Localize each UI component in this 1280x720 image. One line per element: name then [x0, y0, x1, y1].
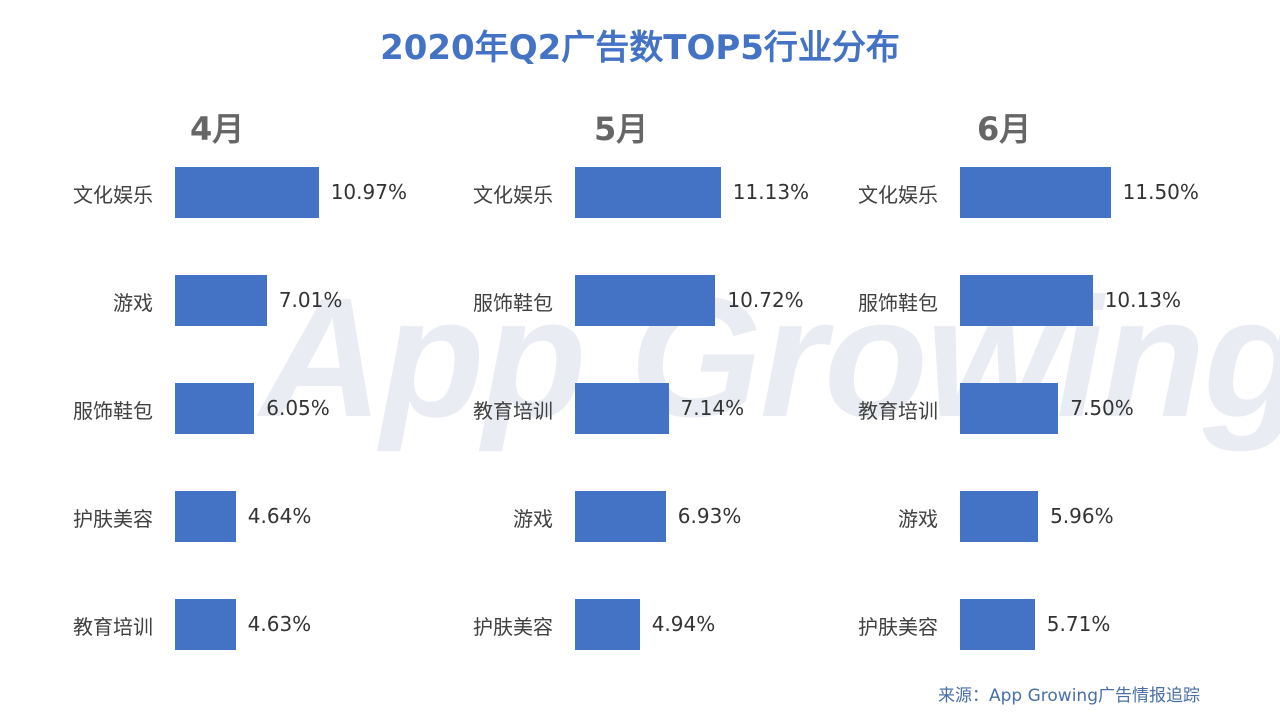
- bar: [175, 275, 267, 326]
- bar: [575, 491, 666, 542]
- data-label: 10.97%: [330, 180, 407, 204]
- data-label: 5.71%: [1046, 612, 1111, 636]
- chart-title: 2020年Q2广告数TOP5行业分布: [380, 28, 900, 68]
- category-label: 文化娱乐: [858, 183, 938, 207]
- category-label: 服饰鞋包: [473, 291, 553, 315]
- category-label: 教育培训: [858, 399, 938, 423]
- bar: [960, 383, 1059, 434]
- category-label: 游戏: [113, 291, 153, 315]
- bar: [175, 167, 319, 218]
- bar: [175, 599, 236, 650]
- data-label: 6.93%: [677, 504, 742, 528]
- category-label: 服饰鞋包: [73, 399, 153, 423]
- category-label: 护肤美容: [858, 615, 938, 639]
- data-label: 6.05%: [266, 396, 330, 420]
- category-label: 护肤美容: [73, 507, 153, 531]
- category-label: 文化娱乐: [473, 183, 553, 207]
- data-label: 10.13%: [1104, 288, 1181, 312]
- bar: [575, 599, 640, 650]
- panel-june: 6月 文化娱乐 11.50% 服饰鞋包 10.13% 教育培训 7.50% 游戏 5.96% 护…: [845, 100, 1245, 660]
- panel-title: 5月: [594, 110, 649, 148]
- bar: [960, 275, 1093, 326]
- bar: [575, 167, 721, 218]
- data-label: 5.96%: [1050, 504, 1114, 528]
- data-label: 4.94%: [651, 612, 716, 636]
- panel-title: 6月: [977, 110, 1032, 148]
- data-label: 7.50%: [1070, 396, 1134, 420]
- data-label: 7.01%: [278, 288, 343, 312]
- category-label: 游戏: [513, 507, 553, 531]
- data-label: 4.63%: [247, 612, 312, 636]
- category-label: 文化娱乐: [73, 183, 153, 207]
- data-label: 7.14%: [680, 396, 745, 420]
- panel-april: 4月 文化娱乐 10.97% 游戏 7.01% 服饰鞋包 6.05% 护肤美容 4.64% 教育…: [60, 100, 460, 660]
- bar: [175, 491, 236, 542]
- data-label: 11.50%: [1122, 180, 1199, 204]
- panel-may: 5月 文化娱乐 11.13% 服饰鞋包 10.72% 教育培训 7.14% 游戏 6.93% 护…: [460, 100, 860, 660]
- category-label: 护肤美容: [473, 615, 553, 639]
- category-label: 教育培训: [73, 615, 153, 639]
- bar: [960, 167, 1111, 218]
- bar: [175, 383, 255, 434]
- panel-title: 4月: [190, 110, 245, 148]
- bar: [575, 275, 716, 326]
- data-label: 4.64%: [247, 504, 312, 528]
- bar: [575, 383, 669, 434]
- category-label: 服饰鞋包: [858, 291, 938, 315]
- bar: [960, 599, 1035, 650]
- source-note: 来源：App Growing广告情报追踪: [938, 686, 1200, 706]
- data-label: 11.13%: [732, 180, 810, 204]
- data-label: 10.72%: [727, 288, 804, 312]
- category-label: 教育培训: [473, 399, 553, 423]
- category-label: 游戏: [898, 507, 938, 531]
- bar: [960, 491, 1039, 542]
